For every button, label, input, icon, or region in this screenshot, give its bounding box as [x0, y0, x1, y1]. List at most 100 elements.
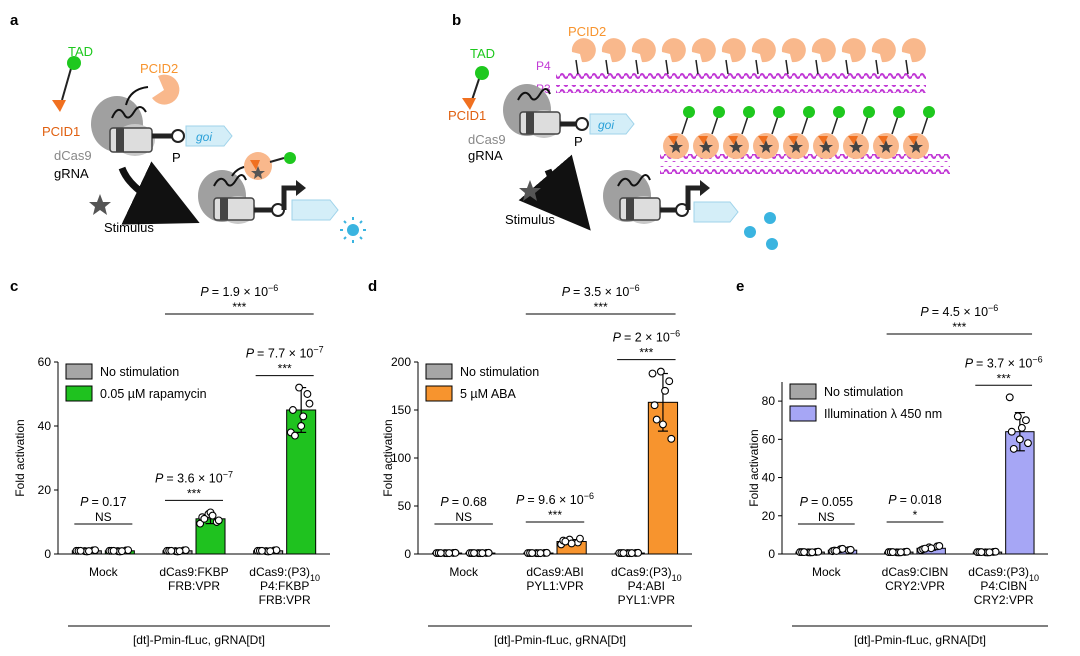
data-point [84, 547, 93, 556]
pcid1-icon [788, 136, 798, 145]
y-tick-label: 0 [768, 547, 775, 561]
p-value-label: P = 7.7 × 10−7 [246, 345, 324, 361]
y-tick-label: 40 [762, 471, 776, 485]
legend-label: No stimulation [460, 365, 539, 379]
category-label: Mock [89, 565, 119, 579]
data-point [288, 406, 297, 414]
chart-d: 0 50 100 150 200 Fold activation Mock dCas9:ABI… [381, 283, 692, 647]
pcid2-linker [755, 59, 759, 75]
tad-icon [833, 106, 845, 118]
tad-linker [831, 115, 839, 135]
p-value-label: P = 0.055 [800, 495, 853, 509]
data-point [272, 546, 281, 555]
category-label: dCas9:(P3)10 [611, 565, 682, 583]
tad-icon [683, 106, 695, 118]
data-point [117, 547, 126, 556]
legend-label: No stimulation [100, 365, 179, 379]
y-tick-label: 80 [762, 394, 776, 408]
pcid2-linker [845, 59, 849, 75]
label-tad: TAD [68, 44, 93, 59]
data-point [303, 390, 312, 398]
data-point [297, 422, 306, 430]
pcid1-icon [668, 136, 678, 145]
pcid1-icon [848, 136, 858, 145]
data-point [478, 549, 487, 558]
p-value-label: P = 3.5 × 10−6 [562, 283, 640, 299]
panel-label-e: e [736, 278, 745, 295]
data-point [305, 399, 314, 408]
legend-label: 5 µM ABA [460, 387, 516, 401]
data-point [977, 548, 986, 557]
pcid2-linker [695, 59, 699, 75]
data-point [896, 548, 905, 557]
pcid1-icon [52, 100, 66, 112]
data-point [109, 546, 118, 555]
bar [1005, 431, 1035, 555]
category-label: PYL1:VPR [618, 593, 676, 607]
tad-icon [773, 106, 785, 118]
data-point [648, 369, 657, 378]
p-value-label: P = 0.17 [80, 495, 127, 509]
schematic-b: TAD PCID1 dCas9 gRNA P4 P3 PCID2 goi P S… [448, 24, 950, 250]
y-axis-label: Fold activation [381, 419, 395, 496]
pcid2-icon [871, 38, 896, 63]
data-point [299, 412, 308, 421]
data-point [935, 542, 944, 550]
data-point [667, 434, 676, 443]
label-stimulus: Stimulus [104, 220, 154, 235]
data-point [661, 386, 669, 395]
y-tick-label: 0 [404, 547, 411, 561]
label-pcid2-b: PCID2 [568, 24, 606, 39]
data-point [1017, 423, 1026, 432]
pcid2-linker [875, 59, 879, 75]
legend-swatch [425, 385, 453, 402]
pcid2-linker [785, 59, 789, 75]
data-point [1021, 416, 1030, 425]
panel-label-a: a [10, 12, 19, 29]
significance-stars: *** [187, 486, 201, 500]
p-value-label: P = 3.6 × 10−7 [155, 469, 233, 485]
dcas9-complex-top [52, 56, 233, 156]
pcid2-linker [815, 59, 819, 75]
pcid2-linker [905, 59, 909, 75]
star-icon [909, 140, 923, 153]
significance-stars: *** [997, 371, 1011, 385]
data-point [257, 546, 266, 555]
star-icon [89, 194, 111, 215]
category-label: P4:FKBP [260, 579, 309, 593]
star-icon [789, 140, 803, 153]
significance-stars: *** [278, 362, 292, 376]
data-point [445, 549, 454, 558]
tad-icon [893, 106, 905, 118]
legend: No stimulation 5 µM ABA [425, 363, 539, 402]
data-point [652, 415, 661, 424]
footer-label: [dt]-Pmin-fLuc, gRNA[Dt] [133, 633, 265, 647]
data-point [124, 546, 133, 555]
data-point [91, 546, 100, 555]
category-label: dCas9:(P3)10 [249, 565, 320, 583]
data-point [1007, 427, 1016, 436]
category-label: Mock [812, 565, 842, 579]
panel-label-c: c [10, 278, 19, 295]
y-tick-label: 20 [762, 509, 776, 523]
data-point [1005, 393, 1014, 402]
data-point [181, 546, 190, 555]
star-icon [819, 140, 833, 153]
y-tick-label: 200 [391, 355, 411, 369]
data-point [1013, 412, 1022, 421]
data-point [436, 549, 445, 557]
pcid2-icon [571, 38, 596, 63]
significance-stars: *** [594, 300, 608, 314]
p-value-label: P = 4.5 × 10−6 [920, 303, 998, 319]
y-tick-label: 60 [762, 432, 776, 446]
data-point [921, 544, 930, 553]
significance-stars: *** [952, 320, 966, 334]
star-icon [669, 140, 683, 153]
data-point [800, 548, 809, 557]
category-label: CRY2:VPR [885, 579, 945, 593]
data-point [985, 548, 994, 557]
data-point [808, 548, 817, 557]
